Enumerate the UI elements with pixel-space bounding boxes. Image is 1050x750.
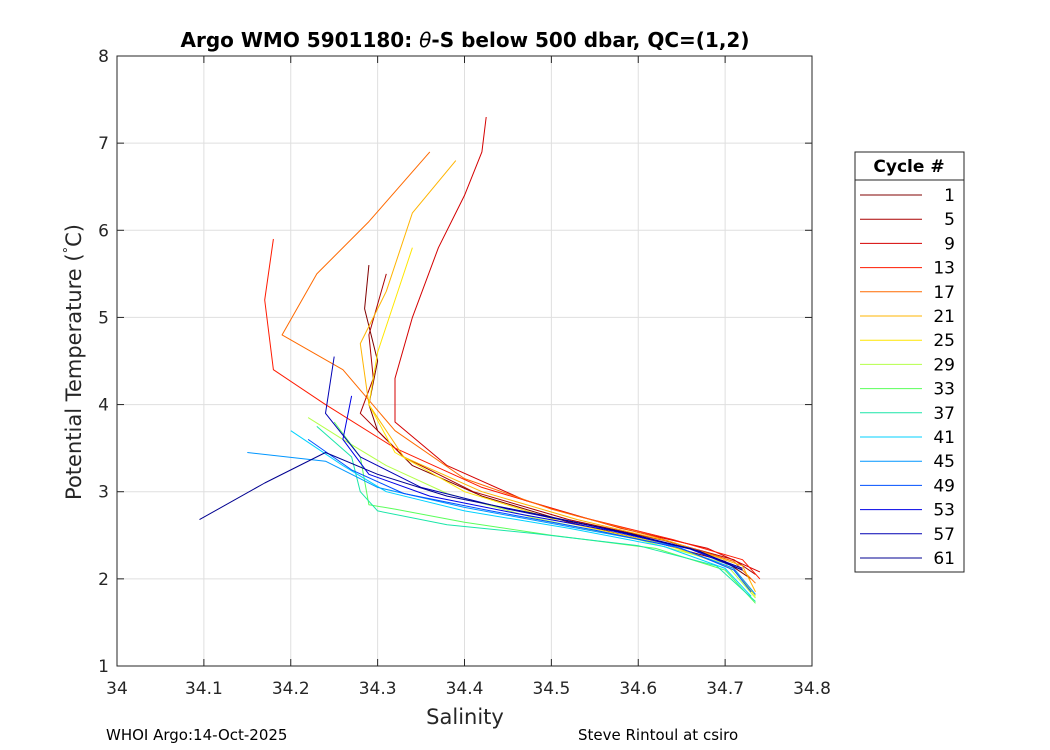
legend-label-41: 41 (933, 428, 955, 448)
footer-credit: Steve Rintoul at csiro (578, 726, 739, 744)
y-axis-label: Potential Temperature (°C) (62, 224, 86, 500)
legend-label-45: 45 (933, 452, 955, 472)
legend-label-13: 13 (933, 259, 955, 279)
y-tick-label: 1 (98, 657, 109, 677)
y-tick-label: 3 (98, 483, 109, 503)
x-tick-label: 34.1 (185, 679, 223, 699)
y-tick-label: 4 (98, 396, 109, 416)
legend-label-33: 33 (933, 380, 955, 400)
x-tick-label: 34.3 (359, 679, 397, 699)
series-line-cycle-49 (307, 438, 752, 593)
x-tick-label: 34.4 (446, 679, 484, 699)
x-tick-label: 34.6 (619, 679, 657, 699)
series-line-cycle-41 (290, 430, 752, 597)
series-line-cycle-53 (342, 395, 743, 571)
legend-label-53: 53 (933, 501, 955, 521)
footer-date: WHOI Argo:14-Oct-2025 (106, 726, 288, 744)
legend-label-57: 57 (933, 525, 955, 545)
legend-label-49: 49 (933, 476, 955, 496)
series-layer (199, 116, 761, 604)
legend-label-9: 9 (944, 234, 955, 254)
legend-label-21: 21 (933, 307, 955, 327)
series-line-cycle-13 (264, 238, 761, 580)
y-tick-label: 7 (98, 134, 109, 154)
x-tick-label: 34.5 (532, 679, 570, 699)
legend-box (854, 151, 965, 573)
y-tick-label: 2 (98, 570, 109, 590)
x-tick-label: 34.2 (272, 679, 310, 699)
legend-label-17: 17 (933, 283, 955, 303)
legend-label-5: 5 (944, 210, 955, 230)
chart-title: Argo WMO 5901180: θ-S below 500 dbar, QC… (181, 28, 750, 52)
x-tick-label: 34.8 (793, 679, 831, 699)
x-tick-label: 34.7 (706, 679, 744, 699)
legend-label-25: 25 (933, 331, 955, 351)
x-tick-label: 34 (106, 679, 128, 699)
y-tick-label: 8 (98, 47, 109, 67)
legend-label-37: 37 (933, 404, 955, 424)
series-line-cycle-45 (247, 452, 756, 595)
legend-label-61: 61 (933, 549, 955, 569)
series-line-cycle-33 (333, 421, 756, 604)
legend: Cycle # 1 5 9 13 17 21 25 29 33 37 41 45 49 53 57 61 (854, 151, 965, 573)
y-tick-label: 5 (98, 308, 109, 328)
legend-title: Cycle # (873, 157, 944, 177)
series-line-cycle-37 (316, 426, 756, 602)
legend-label-1: 1 (944, 186, 955, 206)
x-axis-label: Salinity (426, 705, 504, 729)
axis-ticks: 34 34.1 34.2 34.3 34.4 34.5 34.6 34.7 34.8123456… (98, 47, 831, 699)
legend-label-29: 29 (933, 355, 955, 375)
y-tick-label: 6 (98, 221, 109, 241)
series-line-cycle-61 (199, 452, 743, 571)
